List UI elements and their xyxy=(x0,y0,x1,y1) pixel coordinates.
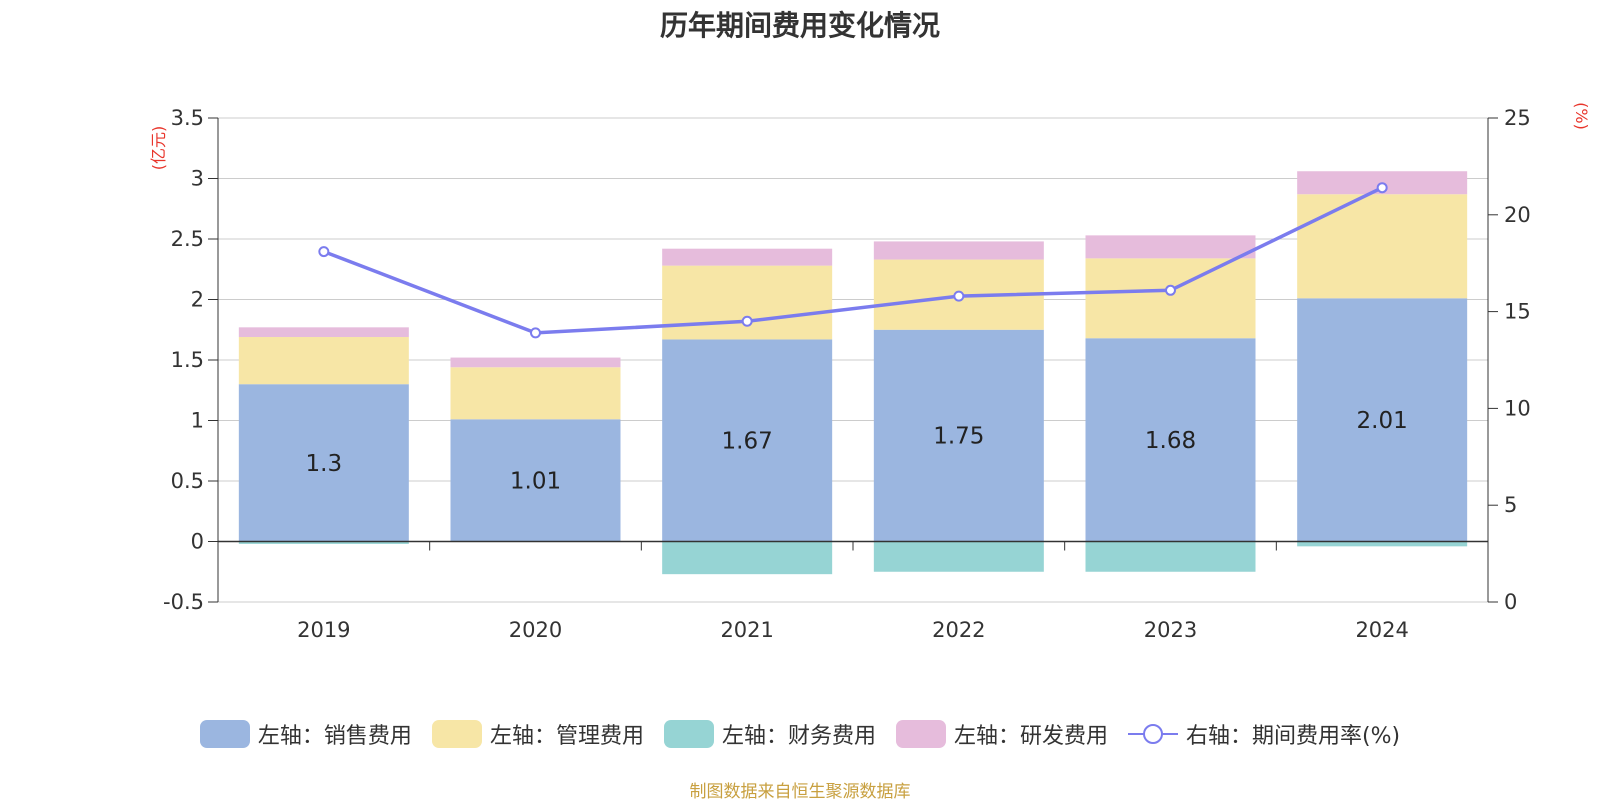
legend-label: 左轴：研发费用 xyxy=(953,724,1108,749)
x-axis-tick-label: 2019 xyxy=(297,618,350,642)
legend-line-marker xyxy=(1127,724,1178,744)
x-axis-tick-label: 2022 xyxy=(932,618,985,642)
left-axis-tick-label: 1.5 xyxy=(171,348,204,372)
source-note: 制图数据来自恒生聚源数据库 xyxy=(689,782,911,802)
right-axis-tick-label: 10 xyxy=(1504,396,1531,420)
legend-label: 左轴：管理费用 xyxy=(489,724,644,749)
left-axis-tick-label: 2 xyxy=(191,288,204,312)
legend-item-finance[interactable]: 左轴：财务费用 xyxy=(663,718,876,750)
right-axis-tick-label: 20 xyxy=(1504,203,1531,227)
bar-mgmt xyxy=(662,265,833,340)
left-axis-tick-label: 0 xyxy=(191,530,204,554)
legend-item-rate[interactable]: 右轴：期间费用率(%) xyxy=(1127,718,1401,750)
bar-rd xyxy=(662,248,833,266)
bar-mgmt xyxy=(450,367,621,420)
left-axis-tick-label: 3 xyxy=(191,167,204,191)
x-axis-tick-label: 2021 xyxy=(720,618,773,642)
bar-rd xyxy=(873,241,1044,260)
bar-data-label: 1.68 xyxy=(1145,428,1196,454)
right-axis-tick-label: 5 xyxy=(1504,493,1517,517)
bar-finance xyxy=(1085,541,1256,572)
chart-title: 历年期间费用变化情况 xyxy=(659,9,940,42)
legend-item-rd[interactable]: 左轴：研发费用 xyxy=(895,718,1108,750)
bar-rd xyxy=(450,357,621,368)
right-axis-tick-label: 0 xyxy=(1504,590,1517,614)
right-axis-tick-label: 15 xyxy=(1504,300,1531,324)
legend-swatch xyxy=(895,720,946,748)
legend: 左轴：销售费用 左轴：管理费用 左轴：财务费用 左轴：研发费用 右轴：期间费用率(%) xyxy=(0,718,1600,750)
left-axis-tick-label: 1 xyxy=(191,409,204,433)
rate-point xyxy=(530,327,541,339)
bar-sales xyxy=(450,419,621,542)
legend-swatch xyxy=(431,720,482,748)
bar-finance xyxy=(1297,541,1468,547)
left-axis-tick-label: -0.5 xyxy=(163,590,204,614)
legend-label: 左轴：财务费用 xyxy=(721,724,876,749)
bar-data-label: 1.01 xyxy=(510,468,561,494)
bar-sales xyxy=(873,329,1044,542)
bar-data-label: 2.01 xyxy=(1357,408,1408,434)
left-axis-unit: (亿元) xyxy=(149,126,168,171)
x-axis-tick-label: 2020 xyxy=(509,618,562,642)
left-axis-tick-label: 3.5 xyxy=(171,106,204,130)
legend-swatch xyxy=(663,720,714,748)
rate-line xyxy=(323,186,1383,335)
rate-point xyxy=(1165,284,1176,296)
legend-label: 右轴：期间费用率(%) xyxy=(1185,724,1401,749)
bar-rd xyxy=(238,327,409,338)
bar-sales xyxy=(1085,338,1256,542)
bar-sales xyxy=(238,384,409,542)
rate-point xyxy=(741,315,753,327)
bar-rd xyxy=(1085,235,1256,259)
x-axis-tick-label: 2024 xyxy=(1355,618,1408,642)
bar-mgmt xyxy=(1297,194,1468,299)
legend-item-sales[interactable]: 左轴：销售费用 xyxy=(199,718,412,750)
bar-mgmt xyxy=(1085,258,1256,339)
bar-finance xyxy=(662,541,833,575)
bar-data-label: 1.67 xyxy=(722,428,773,454)
bar-finance xyxy=(873,541,1044,572)
chart-plot: 3.5 3 2.5 2 1.5 1 0.5 0 -0.5 (亿元) 25 20 15 10 5 0 (%) 1.3… xyxy=(149,102,1591,642)
left-axis-tick-label: 2.5 xyxy=(171,227,204,251)
bar-mgmt xyxy=(238,337,409,385)
rate-point xyxy=(318,246,330,258)
legend-item-mgmt[interactable]: 左轴：管理费用 xyxy=(431,718,644,750)
x-axis-tick-label: 2023 xyxy=(1144,618,1197,642)
bar-data-label: 1.75 xyxy=(933,424,984,450)
rate-point xyxy=(953,290,965,302)
bar-data-label: 1.3 xyxy=(306,451,343,477)
bar-finance xyxy=(238,541,409,544)
bar-sales xyxy=(662,339,833,542)
bar-sales xyxy=(1297,298,1468,542)
rate-point xyxy=(1376,182,1388,194)
legend-label: 左轴：销售费用 xyxy=(257,724,412,749)
right-axis-unit: (%) xyxy=(1572,102,1591,130)
left-axis-tick-label: 0.5 xyxy=(171,469,204,493)
right-axis-tick-label: 25 xyxy=(1504,106,1531,130)
legend-swatch xyxy=(199,720,250,748)
